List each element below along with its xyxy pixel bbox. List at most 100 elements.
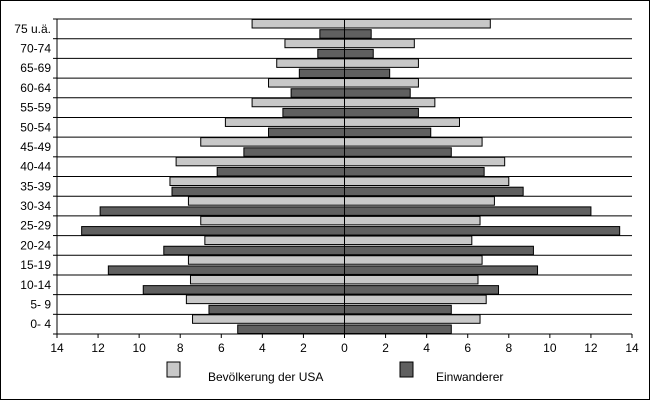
x-tick-labels: 14 12 10 8 6 4 2 0 2 4 6 8 10 12 14 [50,341,639,355]
category-label: 15-19 [20,258,51,272]
category-label: 30-34 [20,199,51,213]
x-tick-label: 8 [177,341,184,355]
x-tick-label: 6 [464,341,471,355]
axes [53,18,633,338]
bar-usa-left [204,235,345,246]
bar-immigrants-left [216,167,345,177]
bar-usa-right [344,97,436,108]
x-tick-label: 4 [423,341,430,355]
category-label: 35-39 [20,179,51,193]
bar-usa-left [200,215,345,226]
bar-usa-right [344,294,487,305]
bar-usa-left [251,97,345,108]
legend: Bevölkerung der USA Einwanderer [166,361,503,384]
category-label: 75 u.ä. [14,22,51,36]
bar-immigrants-right [344,147,452,157]
bar-usa-right [344,255,483,265]
category-label: 45-49 [20,140,51,154]
category-label: 0- 4 [30,317,51,331]
bar-immigrants-right [344,68,391,79]
x-tick-label: 2 [300,341,307,355]
bar-usa-right [344,19,491,29]
bar-usa-left [185,294,345,305]
category-labels: 0- 4 5- 9 10-14 15-19 20-24 25-29 30-34 35-39 40… [14,22,51,331]
x-tick-label: 10 [543,341,557,355]
bar-usa-left [276,58,346,68]
bar-immigrants-right [344,127,432,138]
bar-immigrants-right [344,48,374,59]
category-label: 70-74 [20,42,51,56]
bar-usa-right [344,78,419,88]
category-label: 50-54 [20,120,51,134]
bar-usa-right [344,215,481,226]
bar-immigrants-left [298,68,346,79]
bar-immigrants-left [99,206,345,216]
bar-immigrants-right [344,186,524,197]
x-tick-label: 4 [259,341,266,355]
legend-label-immigrants: Einwanderer [436,370,503,384]
bar-immigrants-right [344,324,452,334]
x-tick-label: 12 [584,341,598,355]
bar-immigrants-left [208,304,345,315]
bar-immigrants-right [344,206,592,216]
bar-usa-left [268,78,345,88]
bar-immigrants-right [344,167,485,177]
bar-immigrants-left [317,48,345,59]
bar-usa-right [344,156,506,167]
bar-usa-left [251,19,345,29]
bar-immigrants-left [282,107,345,118]
bar-usa-right [344,196,495,206]
legend-swatch-usa [166,361,181,378]
bar-immigrants-left [107,265,346,275]
bar-usa-right [344,117,460,127]
legend-swatch-immigrants [399,361,414,378]
bar-immigrants-left [163,245,345,256]
x-tick-label: 0 [341,341,348,355]
bar-immigrants-left [319,29,346,39]
bar-usa-left [187,196,345,206]
bar-usa-left [284,38,346,49]
category-label: 40-44 [20,160,51,174]
bar-usa-left [187,255,345,265]
legend-label-usa: Bevölkerung der USA [208,370,323,384]
bar-immigrants-right [344,29,372,39]
category-label: 10-14 [20,278,51,292]
x-tick-label: 2 [382,341,389,355]
bar-usa-left [224,117,345,127]
x-tick-label: 8 [505,341,512,355]
bar-usa-left [200,137,345,147]
bar-usa-right [344,176,510,186]
bar-immigrants-left [142,285,345,295]
bar-usa-right [344,38,415,49]
bar-immigrants-right [344,245,534,256]
x-tick-label: 14 [625,341,639,355]
bar-immigrants-right [344,88,411,98]
bar-immigrants-right [344,285,500,295]
category-label: 20-24 [20,238,51,252]
bar-immigrants-left [268,127,345,138]
bar-usa-right [344,137,483,147]
bar-immigrants-right [344,265,539,275]
bar-immigrants-left [243,147,345,157]
bar-immigrants-right [344,107,419,118]
x-tick-label: 14 [50,341,64,355]
x-tick-label: 10 [132,341,146,355]
bar-immigrants-right [344,226,621,236]
bar-usa-left [169,176,345,186]
bar-immigrants-left [81,226,346,236]
bar-usa-right [344,235,473,246]
bar-immigrants-left [237,324,345,334]
x-tick-label: 6 [218,341,225,355]
bar-usa-right [344,314,481,324]
bar-usa-left [192,314,345,324]
x-tick-label: 12 [91,341,105,355]
category-label: 55-59 [20,101,51,115]
category-label: 65-69 [20,61,51,75]
bar-usa-right [344,274,479,285]
category-label: 25-29 [20,219,51,233]
bar-usa-right [344,58,419,68]
category-label: 60-64 [20,81,51,95]
bar-immigrants-left [171,186,345,197]
bars [81,19,621,334]
